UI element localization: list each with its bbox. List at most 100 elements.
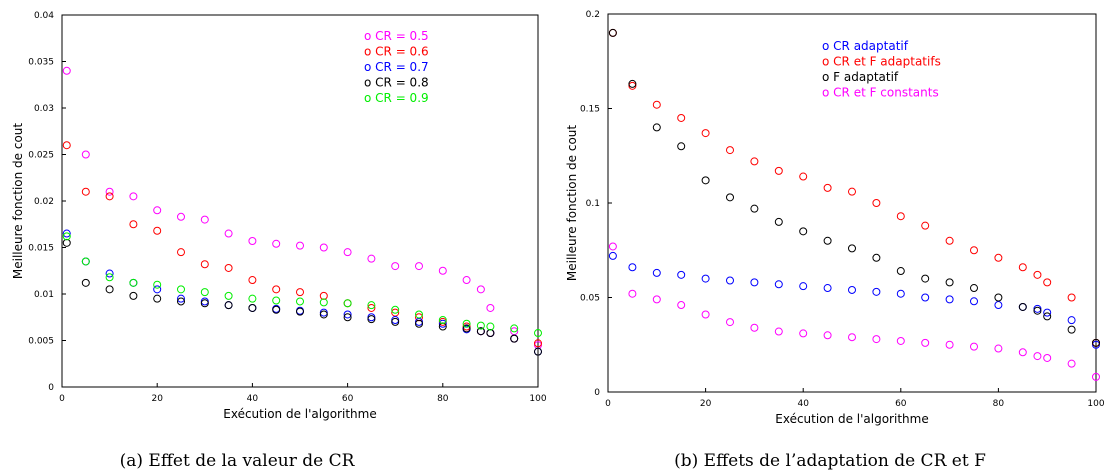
data-point <box>462 319 471 328</box>
data-point <box>62 66 71 75</box>
data-point <box>343 299 352 308</box>
data-point <box>224 229 233 238</box>
data-point <box>391 317 400 326</box>
legend-entry: o CR = 0.9 <box>364 91 429 105</box>
data-point <box>945 295 954 304</box>
data-point <box>177 294 185 303</box>
x-tick-label: 40 <box>797 399 809 409</box>
data-point <box>945 236 954 245</box>
series-4 <box>608 242 1100 381</box>
data-point <box>750 323 759 332</box>
series-2 <box>62 141 542 348</box>
data-point <box>462 276 471 285</box>
data-point <box>652 295 661 304</box>
data-point <box>677 142 686 151</box>
data-point <box>534 339 542 348</box>
data-point <box>726 318 734 327</box>
data-point <box>296 288 304 297</box>
y-tick-label: 0.15 <box>580 105 600 115</box>
data-point <box>415 262 423 271</box>
data-point <box>970 246 978 255</box>
data-point <box>945 340 954 349</box>
data-point <box>848 187 856 196</box>
data-point <box>921 338 930 347</box>
data-point <box>129 278 138 287</box>
x-axis-label: Exécution de l'algorithme <box>775 412 928 426</box>
data-point <box>896 336 905 345</box>
data-point <box>224 291 233 300</box>
data-point <box>510 334 519 343</box>
data-point <box>750 157 759 166</box>
data-point <box>153 206 162 215</box>
y-tick-label: 0.03 <box>34 104 54 114</box>
data-point <box>608 251 617 260</box>
y-tick-label: 0.05 <box>580 294 600 304</box>
x-tick-label: 80 <box>993 399 1005 409</box>
data-point <box>1043 278 1052 287</box>
data-point <box>921 293 930 302</box>
data-point <box>476 285 485 294</box>
data-point <box>872 287 881 296</box>
x-tick-label: 100 <box>529 394 546 404</box>
legend-entry: o CR = 0.5 <box>364 29 429 43</box>
data-point <box>105 192 114 201</box>
y-axis-label: Meilleure fonction de cout <box>11 123 25 280</box>
data-point <box>105 187 114 196</box>
data-point <box>701 310 710 319</box>
data-point <box>319 243 328 252</box>
data-point <box>248 303 257 312</box>
data-point <box>534 329 542 338</box>
data-point <box>510 324 519 333</box>
data-point <box>848 285 856 294</box>
y-tick-label: 0.04 <box>34 11 54 21</box>
x-tick-label: 40 <box>247 394 259 404</box>
data-point <box>296 241 304 250</box>
data-point <box>1067 316 1076 325</box>
data-point <box>81 187 90 196</box>
data-point <box>343 310 352 319</box>
data-point <box>272 239 281 248</box>
legend-entry: o CR = 0.7 <box>364 60 429 74</box>
data-point <box>62 229 71 238</box>
data-point <box>476 327 485 336</box>
data-point <box>81 150 90 159</box>
y-axis-label: Meilleure fonction de cout <box>565 125 579 282</box>
data-point <box>848 244 856 253</box>
data-point <box>129 220 138 229</box>
data-point <box>367 301 376 310</box>
data-point <box>367 315 376 324</box>
data-point <box>774 217 783 226</box>
x-tick-label: 0 <box>59 394 65 404</box>
data-point <box>994 293 1003 302</box>
data-point <box>608 242 617 251</box>
data-point <box>677 270 686 279</box>
data-point <box>438 319 447 328</box>
data-point <box>248 276 257 285</box>
x-tick-label: 20 <box>151 394 163 404</box>
data-point <box>872 335 881 344</box>
data-point <box>1033 352 1042 361</box>
data-point <box>438 266 447 275</box>
y-tick-label: 0.02 <box>34 197 54 207</box>
data-point <box>272 305 281 314</box>
data-point <box>153 294 162 303</box>
data-point <box>296 307 304 316</box>
data-point <box>343 248 352 257</box>
data-point <box>701 176 710 185</box>
data-point <box>677 113 686 122</box>
data-point <box>153 280 162 289</box>
data-point <box>224 263 233 272</box>
data-point <box>774 166 783 175</box>
data-point <box>1092 372 1100 381</box>
data-point <box>823 183 832 192</box>
y-tick-label: 0.035 <box>28 58 54 68</box>
data-point <box>1018 348 1027 357</box>
data-point <box>486 329 495 338</box>
data-point <box>177 297 185 306</box>
data-point <box>105 285 114 294</box>
data-point <box>200 299 209 308</box>
data-point <box>462 324 471 333</box>
series-4 <box>62 238 542 356</box>
legend-entry: o CR = 0.8 <box>364 76 429 90</box>
